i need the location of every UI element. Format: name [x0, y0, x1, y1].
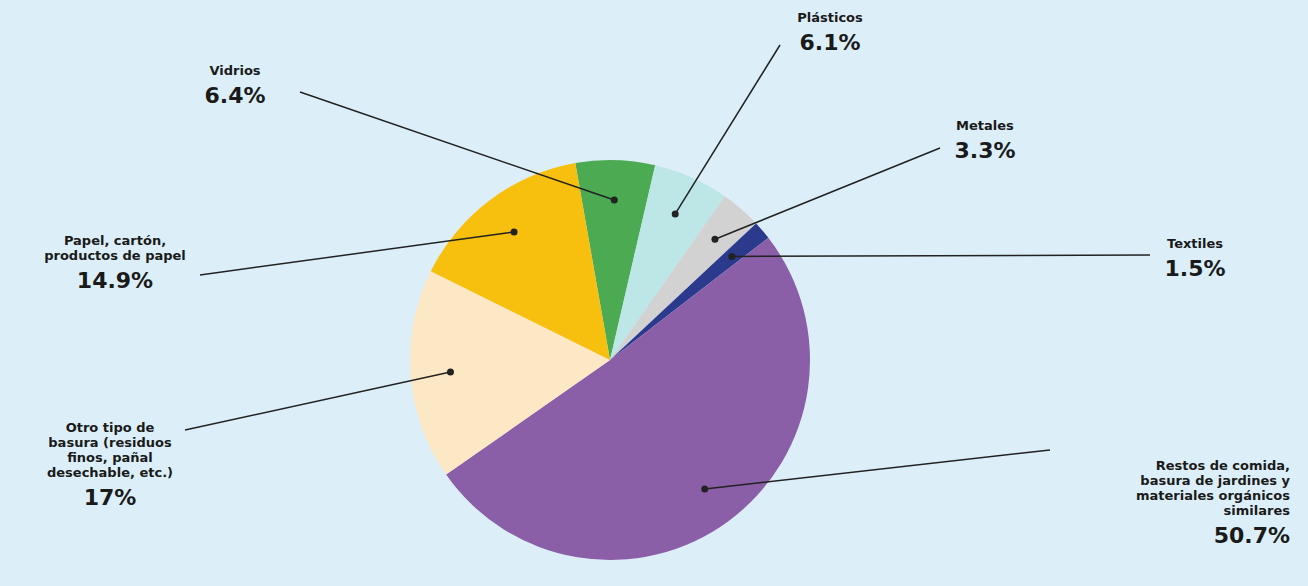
- svg-text:Papel, cartón,productos de pap: Papel, cartón,productos de papel: [44, 233, 186, 263]
- svg-text:1.5%: 1.5%: [1164, 256, 1225, 281]
- svg-text:Vidrios: Vidrios: [209, 63, 260, 78]
- svg-text:Plásticos: Plásticos: [797, 10, 863, 25]
- svg-text:50.7%: 50.7%: [1214, 523, 1290, 548]
- svg-text:17%: 17%: [84, 485, 137, 510]
- svg-text:Restos de comida,basura de jar: Restos de comida,basura de jardines ymat…: [1136, 458, 1291, 518]
- svg-text:6.1%: 6.1%: [799, 30, 860, 55]
- svg-text:Textiles: Textiles: [1167, 236, 1223, 251]
- svg-text:3.3%: 3.3%: [954, 138, 1015, 163]
- svg-text:6.4%: 6.4%: [204, 83, 265, 108]
- svg-text:14.9%: 14.9%: [77, 268, 153, 293]
- svg-text:Otro tipo debasura (residuosfi: Otro tipo debasura (residuosfinos, pañal…: [47, 420, 173, 480]
- svg-text:Metales: Metales: [956, 118, 1014, 133]
